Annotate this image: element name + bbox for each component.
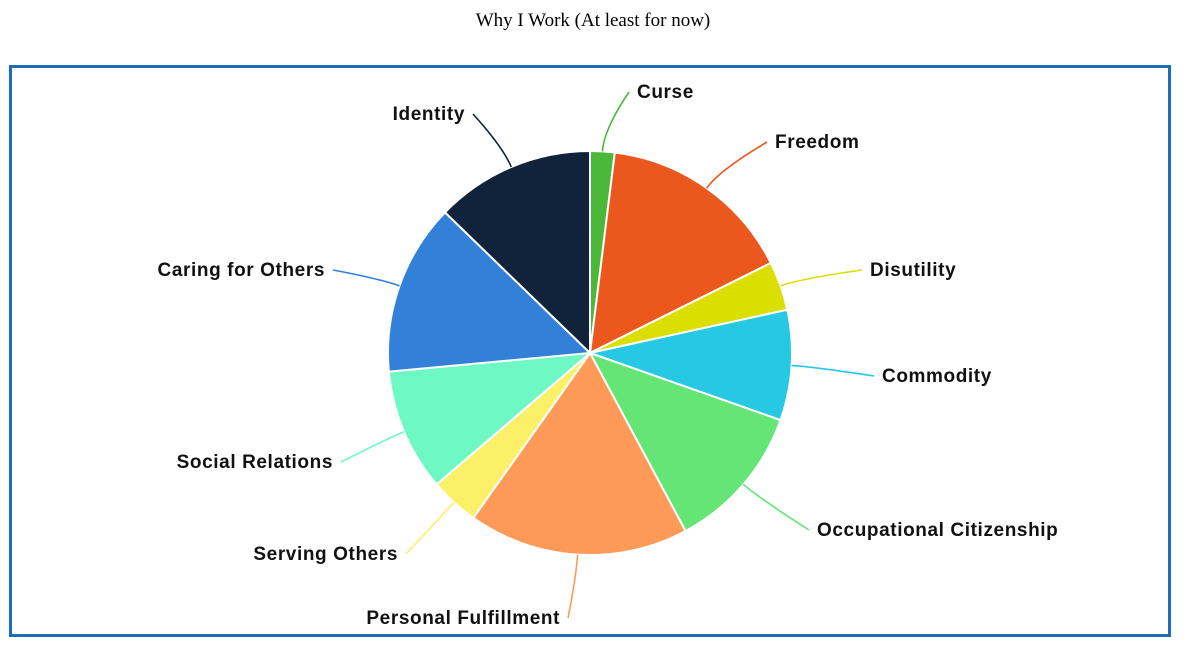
slice-label-occupational-citizenship: Occupational Citizenship [817, 520, 1058, 541]
leader-line-serving-others [405, 501, 455, 555]
chart-frame: Curse Freedom Disutility Commodity Occupatio… [9, 65, 1171, 637]
leader-line-personal-fulfillment [567, 554, 579, 619]
pie-slice-personal-fulfillment [471, 351, 687, 556]
slice-label-freedom: Freedom [775, 132, 859, 153]
leader-line-freedom [706, 141, 768, 189]
slice-label-identity: Identity [393, 104, 465, 125]
pie-slice-identity [443, 149, 591, 356]
slice-label-disutility: Disutility [870, 260, 956, 281]
leader-line-curse [601, 91, 630, 152]
slice-label-caring-for-others: Caring for Others [158, 260, 326, 281]
pie-slice-social-relations [387, 351, 594, 486]
pie-slice-caring-for-others [387, 210, 593, 373]
leader-line-social-relations [340, 431, 405, 463]
pie-chart: Curse Freedom Disutility Commodity Occupatio… [158, 82, 1058, 629]
slice-label-curse: Curse [637, 82, 694, 103]
slice-label-commodity: Commodity [882, 366, 992, 387]
page-title: Why I Work (At least for now) [475, 10, 711, 31]
leader-line-occupational-citizenship [742, 483, 810, 531]
pie-slice-freedom [588, 151, 773, 355]
pie-slice-commodity [586, 308, 793, 422]
slice-label-serving-others: Serving Others [253, 544, 398, 565]
leader-line-commodity [791, 364, 875, 377]
leader-line-identity [472, 113, 512, 168]
pie-slice-occupational-citizenship [587, 351, 782, 533]
leader-line-caring-for-others [332, 269, 400, 287]
slice-label-personal-fulfillment: Personal Fulfillment [366, 608, 560, 629]
leader-line-disutility [780, 269, 863, 287]
slice-label-social-relations: Social Relations [177, 452, 333, 473]
